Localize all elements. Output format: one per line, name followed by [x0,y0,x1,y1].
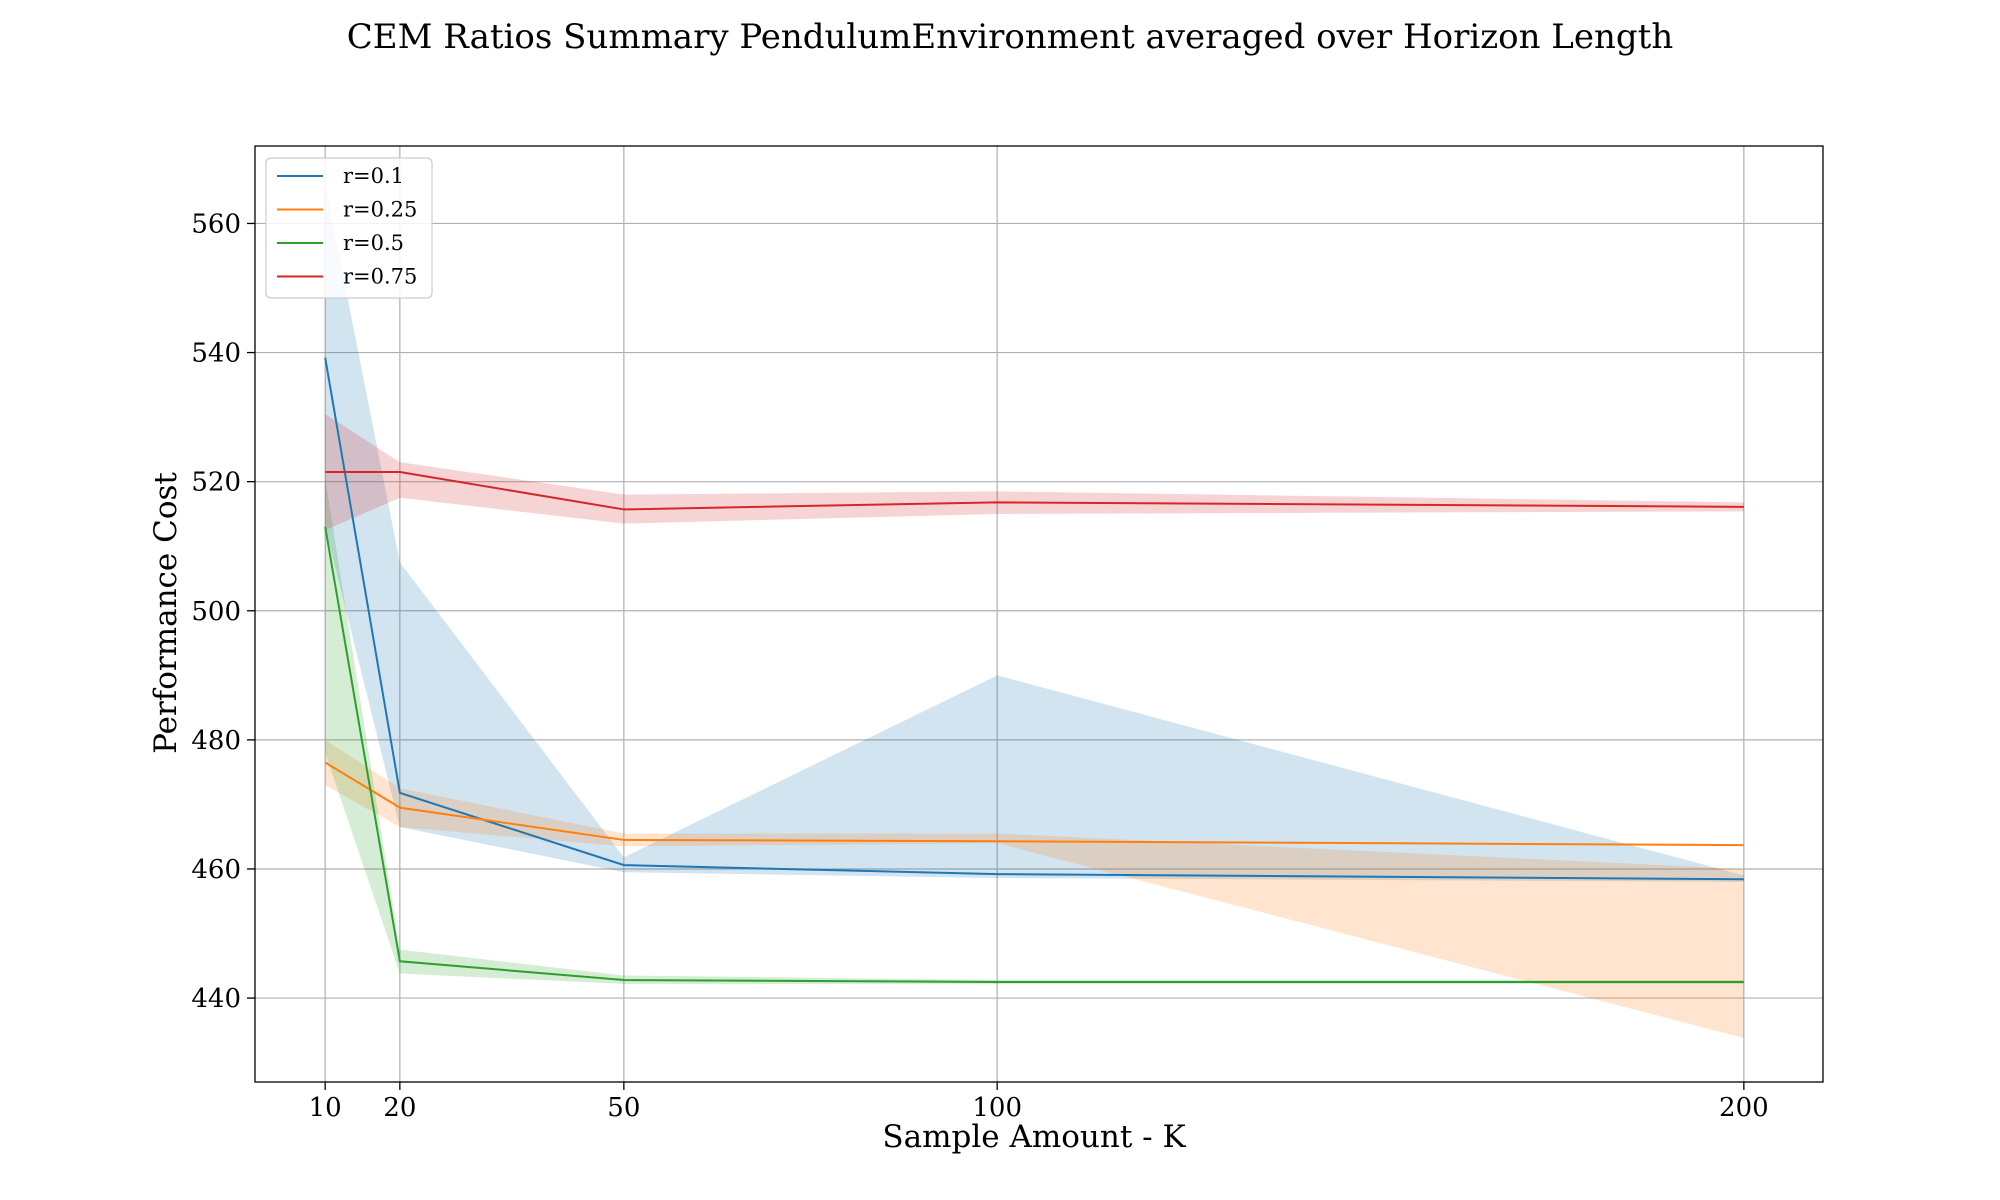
y-tick-label: 540 [191,339,241,369]
legend-label-r-0-1: r=0.1 [343,164,404,188]
legend: r=0.1 r=0.25 r=0.5 r=0.75 [265,157,433,299]
series-line-r-0-1 [324,357,1744,881]
x-tick-label: 100 [972,1093,1022,1123]
y-tick-label: 520 [191,468,241,498]
y-tick-label: 440 [191,984,241,1014]
legend-box [265,157,433,299]
legend-label-r-0-5: r=0.5 [343,231,404,255]
chart-title: CEM Ratios Summary PendulumEnvironment a… [347,17,1673,57]
y-tick-label: 500 [191,597,241,627]
grid-lines [255,146,1823,1082]
y-tick-label: 560 [191,209,241,239]
legend-label-r-0-75: r=0.75 [343,265,417,289]
x-tick-label: 50 [607,1093,640,1123]
plot-area-frame [254,145,1824,1083]
y-axis-ticks: 440 460 480 500 520 540 560 [191,209,255,1014]
x-tick-label: 20 [383,1093,416,1123]
series-line-r-0-75 [325,470,1744,511]
x-axis-ticks: 10 20 50 100 200 [309,1082,1769,1123]
y-axis-label: Performance Cost [148,472,184,754]
legend-label-r-0-25: r=0.25 [343,198,417,222]
y-tick-label: 460 [191,855,241,885]
series-line-r-0-5 [324,526,1744,983]
confidence-band-r-0-75 [325,413,1744,531]
confidence-band-r-0-1 [325,184,1744,882]
x-tick-label: 10 [309,1093,342,1123]
confidence-band-r-0-25 [325,739,1744,1039]
confidence-bands [325,184,1744,1039]
series-line-r-0-25 [324,761,1744,847]
x-axis-label: Sample Amount - K [882,1119,1186,1155]
series-lines [324,357,1744,983]
y-tick-label: 480 [191,726,241,756]
x-tick-label: 200 [1719,1093,1769,1123]
